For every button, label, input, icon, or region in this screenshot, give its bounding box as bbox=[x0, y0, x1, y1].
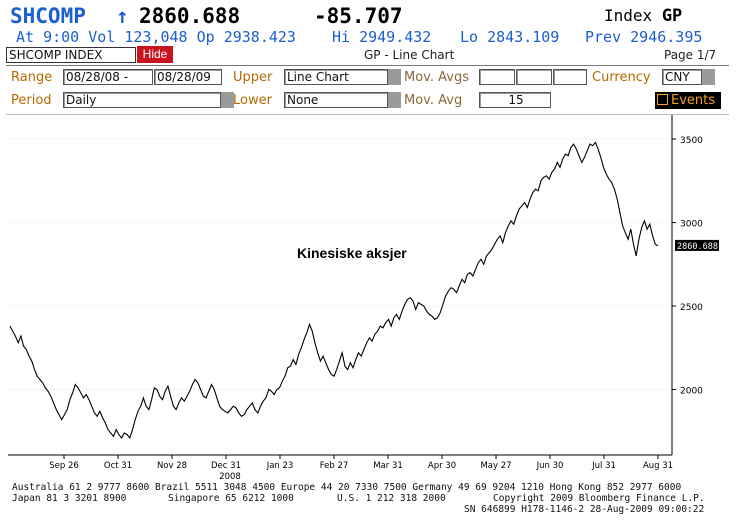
y-tick-label: 2000 bbox=[680, 387, 703, 397]
index-code: GP bbox=[661, 6, 683, 26]
lower-dropdown-arrow[interactable] bbox=[388, 92, 401, 108]
high-group: Hi 2949.432 bbox=[332, 28, 431, 46]
footer-contact-us: U.S. 1 212 318 2000 bbox=[337, 493, 446, 504]
lower-label: Lower bbox=[233, 93, 272, 108]
up-arrow-icon: ↑ bbox=[116, 4, 129, 28]
low-value: 2843.109 bbox=[487, 28, 560, 46]
x-tick-label: Jun 30 bbox=[536, 461, 564, 471]
x-tick-label: Jan 23 bbox=[266, 461, 294, 471]
range-label: Range bbox=[11, 70, 53, 85]
page-indicator[interactable]: Page 1/7 bbox=[664, 48, 717, 62]
ticker-symbol: SHCOMP bbox=[10, 4, 86, 28]
x-tick-label: Apr 30 bbox=[428, 461, 456, 471]
index-word: Index bbox=[604, 6, 653, 25]
quote-time: 9:00 bbox=[43, 28, 80, 46]
hi-label: Hi bbox=[332, 28, 351, 46]
footer-contact-singapore: Singapore 65 6212 1000 bbox=[168, 493, 294, 504]
y-tick-label: 2500 bbox=[680, 303, 703, 313]
x-tick-label: Aug 31 bbox=[643, 461, 673, 471]
mov-avg-period-field[interactable]: 15 bbox=[479, 92, 551, 108]
x-tick-label: Sep 26 bbox=[49, 461, 79, 471]
quote-details: At 9:00 Vol 123,048 Op 2938.423 bbox=[16, 28, 296, 46]
upper-label: Upper bbox=[233, 70, 273, 85]
mov-avg-field-3[interactable] bbox=[553, 69, 587, 85]
lower-select[interactable]: None bbox=[284, 92, 388, 108]
events-checkbox-icon[interactable] bbox=[657, 94, 668, 105]
security-field[interactable]: SHCOMP INDEX bbox=[6, 47, 136, 63]
low-group: Lo 2843.109 bbox=[460, 28, 559, 46]
vol-label: Vol bbox=[88, 28, 116, 46]
x-axis-ticks: Sep 26 Oct 31 Nov 28 Dec 31 Jan 23 Feb 27 Mar … bbox=[49, 455, 673, 482]
x-tick-label: Dec 31 bbox=[211, 461, 241, 471]
mov-avg-label: Mov. Avg bbox=[404, 93, 463, 108]
currency-select[interactable]: CNY bbox=[662, 69, 702, 85]
footer-timestamp: SN 646899 H178-1146-2 28-Aug-2009 09:00:… bbox=[464, 504, 705, 515]
x-tick-label: Jul 31 bbox=[591, 461, 616, 471]
footer-contact-japan: Japan 81 3 3201 8900 bbox=[12, 493, 127, 504]
prev-group: Prev 2946.395 bbox=[585, 28, 702, 46]
y-tick-label: 3000 bbox=[680, 220, 703, 230]
x-tick-label: May 27 bbox=[480, 461, 511, 471]
axes bbox=[8, 115, 673, 456]
last-value-tag-bg bbox=[675, 239, 719, 251]
currency-label: Currency bbox=[592, 70, 651, 85]
x-year-label: 2008 bbox=[219, 472, 241, 482]
y-axis-ticks: 2000 2500 3000 3500 bbox=[672, 136, 703, 397]
price-chart: Kinesiske aksjer 2860.688 2000 2500 3000 35… bbox=[8, 115, 729, 482]
prev-value: 2946.395 bbox=[630, 28, 703, 46]
x-tick-label: Mar 31 bbox=[373, 461, 403, 471]
at-label: At bbox=[16, 28, 35, 46]
plot-background bbox=[8, 115, 729, 465]
currency-dropdown-arrow[interactable] bbox=[702, 69, 715, 85]
range-end-field[interactable]: 08/28/09 bbox=[154, 69, 222, 85]
mov-avg-field-1[interactable] bbox=[479, 69, 515, 85]
x-tick-label: Feb 27 bbox=[320, 461, 349, 471]
last-price: 2860.688 bbox=[139, 4, 241, 28]
x-tick-label: Nov 28 bbox=[157, 461, 187, 471]
mov-avgs-label: Mov. Avgs bbox=[404, 70, 469, 85]
x-tick-label: Oct 31 bbox=[104, 461, 132, 471]
chart-annotation: Kinesiske aksjer bbox=[297, 245, 407, 261]
chart-title: GP - Line Chart bbox=[364, 48, 455, 62]
y-tick-label: 3500 bbox=[680, 136, 703, 146]
op-label: Op bbox=[196, 28, 215, 46]
period-label: Period bbox=[11, 93, 52, 108]
upper-select[interactable]: Line Chart bbox=[284, 69, 388, 85]
lo-label: Lo bbox=[460, 28, 479, 46]
mov-avg-field-2[interactable] bbox=[516, 69, 552, 85]
open-value: 2938.423 bbox=[223, 28, 296, 46]
range-separator: - bbox=[123, 70, 129, 84]
volume-value: 123,048 bbox=[124, 28, 188, 46]
upper-dropdown-arrow[interactable] bbox=[388, 69, 401, 85]
hide-button[interactable]: Hide bbox=[137, 46, 173, 63]
last-value-tag: 2860.688 bbox=[675, 239, 719, 252]
events-button[interactable]: Events bbox=[655, 92, 721, 109]
last-value-tag-text: 2860.688 bbox=[677, 242, 718, 252]
index-label: Index GP bbox=[604, 6, 682, 26]
price-series-line bbox=[9, 141, 659, 440]
footer-copyright: Copyright 2009 Bloomberg Finance L.P. bbox=[493, 493, 705, 504]
period-select[interactable]: Daily bbox=[63, 92, 221, 108]
high-value: 2949.432 bbox=[359, 28, 432, 46]
price-change: -85.707 bbox=[314, 4, 403, 28]
footer-contacts-line1: Australia 61 2 9777 8600 Brazil 5511 304… bbox=[12, 482, 682, 493]
range-start-field[interactable]: 08/28/08 - bbox=[63, 69, 153, 85]
range-start-value: 08/28/08 bbox=[66, 70, 120, 84]
events-label: Events bbox=[671, 93, 716, 108]
prev-label: Prev bbox=[585, 28, 622, 46]
period-dropdown-arrow[interactable] bbox=[221, 92, 234, 108]
